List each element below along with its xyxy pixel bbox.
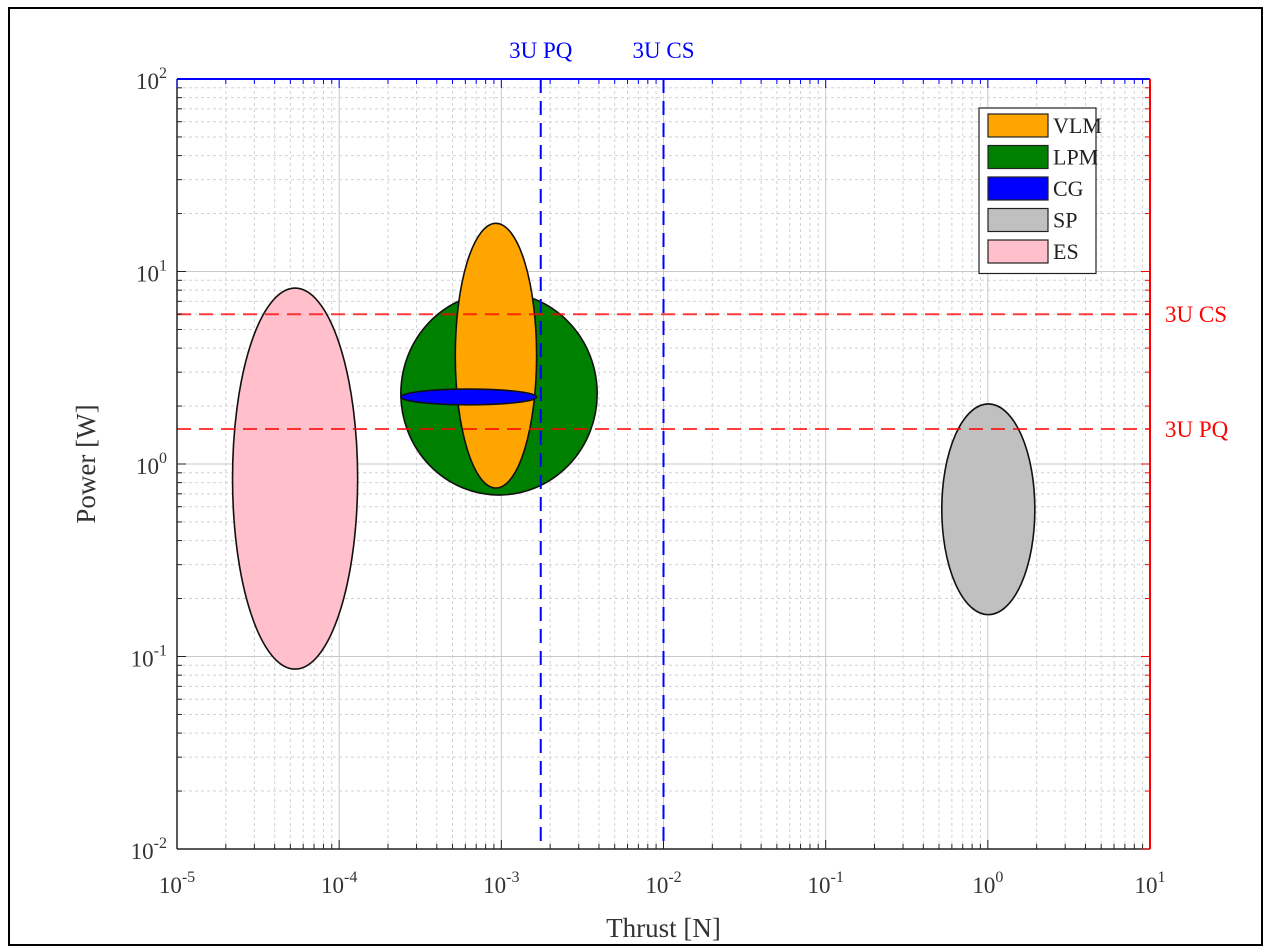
y-tick-label: 101 — [136, 258, 167, 287]
legend-label-vlm: VLM — [1053, 113, 1102, 138]
legend-swatch-lpm — [987, 144, 1049, 170]
legend-label-es: ES — [1053, 239, 1079, 264]
reference-label-horizontal: 3U CS — [1165, 302, 1227, 327]
legend-swatch-vlm — [987, 113, 1049, 138]
x-tick-label: 10-1 — [808, 869, 844, 898]
x-tick-label: 10-3 — [483, 869, 519, 898]
reference-label-horizontal: 3U PQ — [1165, 417, 1229, 442]
x-tick-label: 100 — [972, 869, 1003, 898]
x-tick-label: 10-4 — [321, 869, 357, 898]
series-region-cg — [400, 388, 538, 406]
legend-swatch-sp — [987, 207, 1049, 233]
legend-label-sp: SP — [1053, 208, 1077, 233]
series-region-sp — [940, 403, 1036, 616]
reference-label-vertical: 3U CS — [633, 38, 695, 63]
y-tick-label: 100 — [136, 450, 167, 479]
x-tick-label: 101 — [1135, 869, 1166, 898]
y-axis-label: Power [W] — [71, 404, 101, 523]
reference-label-vertical: 3U PQ — [509, 38, 573, 63]
y-tick-label: 10-1 — [131, 643, 167, 672]
x-axis-label: Thrust [N] — [606, 913, 721, 943]
y-tick-label: 10-2 — [131, 835, 167, 864]
y-tick-label: 102 — [136, 65, 167, 94]
series-region-vlm — [454, 222, 538, 489]
legend-swatch-cg — [987, 176, 1049, 201]
legend: VLM LPM CG SP ES — [978, 107, 1102, 275]
x-tick-label: 10-2 — [645, 869, 681, 898]
legend-swatch-es — [987, 239, 1049, 264]
legend-label-lpm: LPM — [1053, 145, 1098, 170]
x-tick-label: 10-5 — [159, 869, 195, 898]
series-region-es — [231, 287, 359, 670]
legend-label-cg: CG — [1053, 176, 1084, 201]
